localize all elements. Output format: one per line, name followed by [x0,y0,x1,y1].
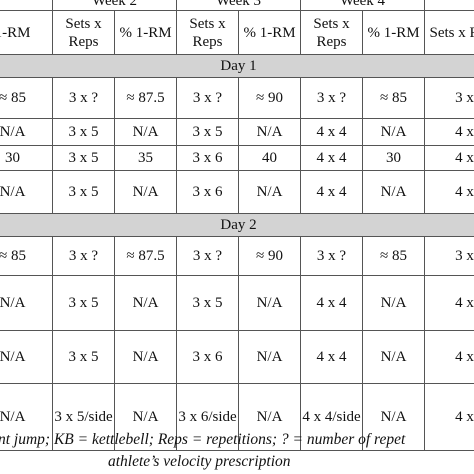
table-row: 30 3 x 5 35 3 x 6 40 4 x 4 30 4 x [0,145,474,171]
table-cell: 4 x [424,275,474,331]
week-4-header: Week 4 [300,0,425,11]
table-cell: 3 x ? [300,77,363,119]
col-header-pct-w3: % 1-RM [238,10,301,55]
table-cell: N/A [362,330,425,384]
col-header-pct-w4: % 1-RM [362,10,425,55]
table-cell: ≈ 87.5 [114,77,177,119]
col-header-sets-reps-w5: Sets x Reps [424,10,474,55]
table-cell: N/A [362,383,425,451]
table-cell: N/A [362,118,425,146]
table-cell: N/A [238,118,301,146]
footnote-line-1: nt jump; KB = kettlebell; Reps = repetit… [0,431,406,448]
table-cell: 4 x [424,118,474,146]
table-row: N/A 3 x 5 N/A 3 x 6 N/A 4 x 4 N/A 4 x [0,330,474,384]
col-header-pct-w2: % 1-RM [114,10,177,55]
table-cell: 4 x [424,383,474,451]
table-cell: 4 x 4 [300,145,363,171]
table-cell: N/A [114,330,177,384]
day-1-header: Day 1 [0,54,474,78]
table-cell: 3 x 5 [52,170,115,214]
table-cell: 4 x [424,330,474,384]
table-cell: 35 [114,145,177,171]
table-cell: 3 x [424,236,474,276]
table-cell: 30 [362,145,425,171]
table-cell: 4 x 4 [300,170,363,214]
table-cell: 4 x 4 [300,330,363,384]
table-cell: 3 x 6 [176,170,239,214]
table-cell: N/A [0,383,53,451]
table-cell: N/A [238,383,301,451]
table-cell: ≈ 85 [0,236,53,276]
table-row: N/A 3 x 5 N/A 3 x 6 N/A 4 x 4 N/A 4 x [0,170,474,214]
table-cell: 3 x ? [52,77,115,119]
table-cell: N/A [0,118,53,146]
table-cell: 4 x [424,145,474,171]
col-header-sets-reps-w2: Sets x Reps [52,10,115,55]
table-cell: 3 x 5/side [52,383,115,451]
table-cell: 3 x 5 [176,118,239,146]
table-cell: N/A [114,383,177,451]
table-cell: ≈ 85 [362,77,425,119]
table-cell: 4 x 4 [300,275,363,331]
table-cell: 3 x 6 [176,330,239,384]
week-5-header-fragment [424,0,474,11]
table-cell: 3 x ? [52,236,115,276]
table-cell: N/A [362,275,425,331]
table-cell: ≈ 87.5 [114,236,177,276]
col-header-sets-reps-w3: Sets x Reps [176,10,239,55]
table-cell: 3 x 5 [52,118,115,146]
week-1-header-fragment [0,0,53,11]
table-cell: 3 x 5 [52,275,115,331]
table-cell: 3 x 6 [176,145,239,171]
table-cell: 4 x [424,170,474,214]
table-cell: 3 x ? [176,236,239,276]
table-cell: N/A [114,118,177,146]
training-program-table: Week 2 Week 3 Week 4 1-RM Sets x Reps % … [0,0,474,451]
table-cell: 3 x 5 [52,330,115,384]
table-cell: 30 [0,145,53,171]
table-cell: ≈ 90 [238,236,301,276]
table-cell: 3 x [424,77,474,119]
table-cell: ≈ 90 [238,77,301,119]
table-cell: N/A [114,170,177,214]
table-cell: N/A [0,275,53,331]
table-cell: 4 x 4 [300,118,363,146]
table-cell: N/A [238,170,301,214]
week-2-header: Week 2 [52,0,177,11]
table-row: N/A 3 x 5/side N/A 3 x 6/side N/A 4 x 4/side N… [0,383,474,451]
table-cell: ≈ 85 [362,236,425,276]
table-row: ≈ 85 3 x ? ≈ 87.5 3 x ? ≈ 90 3 x ? ≈ 85 3 x [0,236,474,276]
table-cell: N/A [238,330,301,384]
table-cell: N/A [114,275,177,331]
table-row: ≈ 85 3 x ? ≈ 87.5 3 x ? ≈ 90 3 x ? ≈ 85 3 x [0,77,474,119]
table-cell: 3 x 5 [52,145,115,171]
table-cell: 40 [238,145,301,171]
footnote-line-2: athlete’s velocity prescription [108,453,291,470]
table-cell: N/A [0,170,53,214]
table-cell: ≈ 85 [0,77,53,119]
table-cell: 3 x ? [300,236,363,276]
table-cell: N/A [362,170,425,214]
table-cell: 3 x 5 [176,275,239,331]
table-row: N/A 3 x 5 N/A 3 x 5 N/A 4 x 4 N/A 4 x [0,118,474,146]
table-cell: N/A [238,275,301,331]
table-cell: 3 x ? [176,77,239,119]
week-3-header: Week 3 [176,0,301,11]
table-cell: N/A [0,330,53,384]
table-row: N/A 3 x 5 N/A 3 x 5 N/A 4 x 4 N/A 4 x [0,275,474,331]
col-header-1rm: 1-RM [0,10,53,55]
col-header-sets-reps-w4: Sets x Reps [300,10,363,55]
day-2-header: Day 2 [0,213,474,237]
